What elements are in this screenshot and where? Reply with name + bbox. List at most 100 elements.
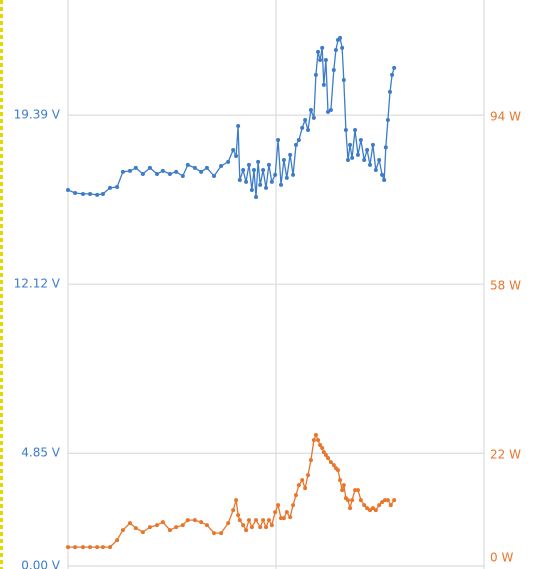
data-point — [333, 47, 338, 52]
data-point — [331, 463, 336, 468]
data-point — [100, 545, 105, 550]
data-point — [300, 478, 305, 483]
data-point — [278, 516, 283, 521]
data-point — [231, 147, 236, 152]
data-point — [192, 165, 197, 170]
data-point — [291, 503, 296, 508]
data-point — [120, 169, 125, 174]
data-point — [204, 523, 209, 528]
data-point — [204, 165, 209, 170]
y-tick-label: 0.00 V — [21, 559, 61, 569]
data-point — [326, 109, 330, 114]
data-point — [326, 456, 330, 461]
data-point — [311, 438, 316, 443]
data-point — [264, 185, 269, 190]
data-point — [293, 493, 298, 498]
data-point — [234, 498, 239, 503]
data-point — [273, 510, 278, 515]
data-point — [284, 175, 289, 180]
data-point — [323, 57, 328, 62]
data-point — [313, 433, 318, 438]
y-tick-label: 4.85 V — [21, 446, 61, 460]
y2-tick-label: 94 W — [490, 109, 521, 123]
data-point — [328, 107, 333, 112]
data-point — [338, 478, 343, 483]
data-point — [256, 159, 261, 164]
data-point — [219, 164, 224, 169]
y2-tick-label: 0 W — [490, 551, 513, 565]
data-point — [365, 147, 370, 152]
data-point — [308, 458, 313, 463]
data-point — [348, 142, 353, 147]
data-point — [385, 498, 390, 503]
data-point — [365, 506, 370, 511]
data-point — [338, 35, 343, 40]
data-point — [185, 518, 190, 523]
data-point — [284, 510, 289, 515]
data-point — [355, 152, 360, 157]
data-point — [300, 125, 305, 130]
data-point — [108, 545, 113, 550]
data-point — [341, 77, 346, 82]
data-point — [258, 182, 263, 187]
data-point — [373, 508, 378, 513]
data-point — [308, 107, 313, 112]
data-point — [226, 159, 231, 164]
data-point — [288, 152, 293, 157]
data-point — [127, 521, 132, 526]
series-line — [67, 37, 395, 198]
data-point — [388, 503, 393, 508]
data-point — [303, 117, 308, 122]
data-point — [281, 516, 286, 521]
data-point — [340, 488, 345, 493]
data-point — [370, 506, 375, 511]
data-point — [180, 523, 185, 528]
data-point — [241, 167, 246, 172]
data-point — [368, 162, 373, 167]
data-point — [387, 89, 392, 94]
data-point — [237, 177, 242, 182]
data-point — [147, 525, 152, 530]
series-line — [68, 434, 395, 548]
data-point — [345, 498, 350, 503]
data-point — [246, 518, 251, 523]
data-point — [234, 154, 239, 159]
data-point — [276, 137, 281, 142]
data-point — [318, 443, 323, 448]
data-point — [258, 525, 263, 530]
data-point — [185, 162, 190, 167]
data-point — [340, 45, 345, 50]
data-point — [66, 187, 70, 192]
data-point — [133, 526, 138, 531]
y-tick-label: 19.39 V — [14, 108, 61, 122]
data-point — [264, 525, 269, 530]
data-point — [266, 518, 271, 523]
data-point — [120, 528, 125, 533]
data-point — [350, 498, 355, 503]
data-point — [73, 191, 78, 196]
data-point — [392, 498, 397, 503]
data-point — [133, 165, 138, 170]
data-point — [316, 49, 321, 54]
data-point — [311, 115, 316, 120]
data-point — [231, 508, 236, 513]
data-point — [320, 446, 325, 451]
data-point — [377, 503, 382, 508]
data-point — [306, 473, 311, 478]
data-point — [212, 531, 217, 536]
data-point — [345, 157, 350, 162]
data-point — [147, 165, 152, 170]
data-point — [251, 167, 256, 172]
data-point — [108, 185, 113, 190]
y2-tick-label: 58 W — [490, 278, 521, 292]
data-point — [167, 171, 172, 176]
data-point — [219, 531, 224, 536]
y2-tick-label: 22 W — [490, 447, 521, 461]
data-point — [348, 506, 353, 511]
data-point — [236, 124, 241, 129]
data-point — [373, 167, 378, 172]
data-point — [281, 157, 286, 162]
data-point — [323, 453, 328, 458]
data-point — [321, 450, 326, 455]
